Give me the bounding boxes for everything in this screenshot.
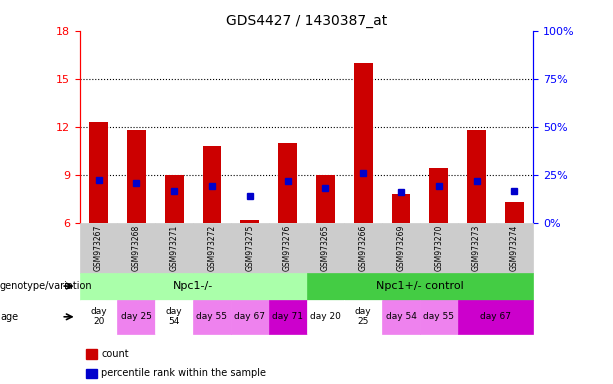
- Bar: [354, 63, 373, 223]
- Text: GSM973265: GSM973265: [321, 225, 330, 271]
- Text: day 55: day 55: [424, 312, 454, 321]
- Text: GSM973275: GSM973275: [245, 225, 254, 271]
- Text: day 54: day 54: [386, 312, 416, 321]
- Title: GDS4427 / 1430387_at: GDS4427 / 1430387_at: [226, 14, 387, 28]
- Text: genotype/variation: genotype/variation: [0, 281, 93, 291]
- Text: GSM973268: GSM973268: [132, 225, 141, 271]
- Text: GSM973272: GSM973272: [207, 225, 216, 271]
- Text: GSM973270: GSM973270: [434, 225, 443, 271]
- Bar: [505, 202, 524, 223]
- Bar: [240, 220, 259, 223]
- Bar: [467, 130, 486, 223]
- Text: Npc1+/- control: Npc1+/- control: [376, 281, 464, 291]
- Text: GSM973273: GSM973273: [472, 225, 481, 271]
- Text: percentile rank within the sample: percentile rank within the sample: [101, 368, 266, 378]
- Text: GSM973271: GSM973271: [170, 225, 179, 271]
- Bar: [202, 146, 221, 223]
- Bar: [89, 122, 108, 223]
- Text: GSM973266: GSM973266: [359, 225, 368, 271]
- Text: day 67: day 67: [480, 312, 511, 321]
- Text: GSM973267: GSM973267: [94, 225, 103, 271]
- Text: day 25: day 25: [121, 312, 152, 321]
- Text: GSM973274: GSM973274: [510, 225, 519, 271]
- Text: GSM973269: GSM973269: [397, 225, 406, 271]
- Text: day 20: day 20: [310, 312, 341, 321]
- Text: day 55: day 55: [197, 312, 227, 321]
- Bar: [278, 143, 297, 223]
- Bar: [316, 175, 335, 223]
- Text: day 67: day 67: [234, 312, 265, 321]
- Bar: [392, 194, 411, 223]
- Text: age: age: [0, 312, 18, 322]
- Text: day
54: day 54: [166, 307, 183, 326]
- Text: day
20: day 20: [90, 307, 107, 326]
- Bar: [127, 130, 146, 223]
- Text: Npc1-/-: Npc1-/-: [173, 281, 213, 291]
- Text: count: count: [101, 349, 129, 359]
- Text: GSM973276: GSM973276: [283, 225, 292, 271]
- Text: day 71: day 71: [272, 312, 303, 321]
- Text: day
25: day 25: [355, 307, 371, 326]
- Bar: [165, 175, 184, 223]
- Bar: [429, 168, 448, 223]
